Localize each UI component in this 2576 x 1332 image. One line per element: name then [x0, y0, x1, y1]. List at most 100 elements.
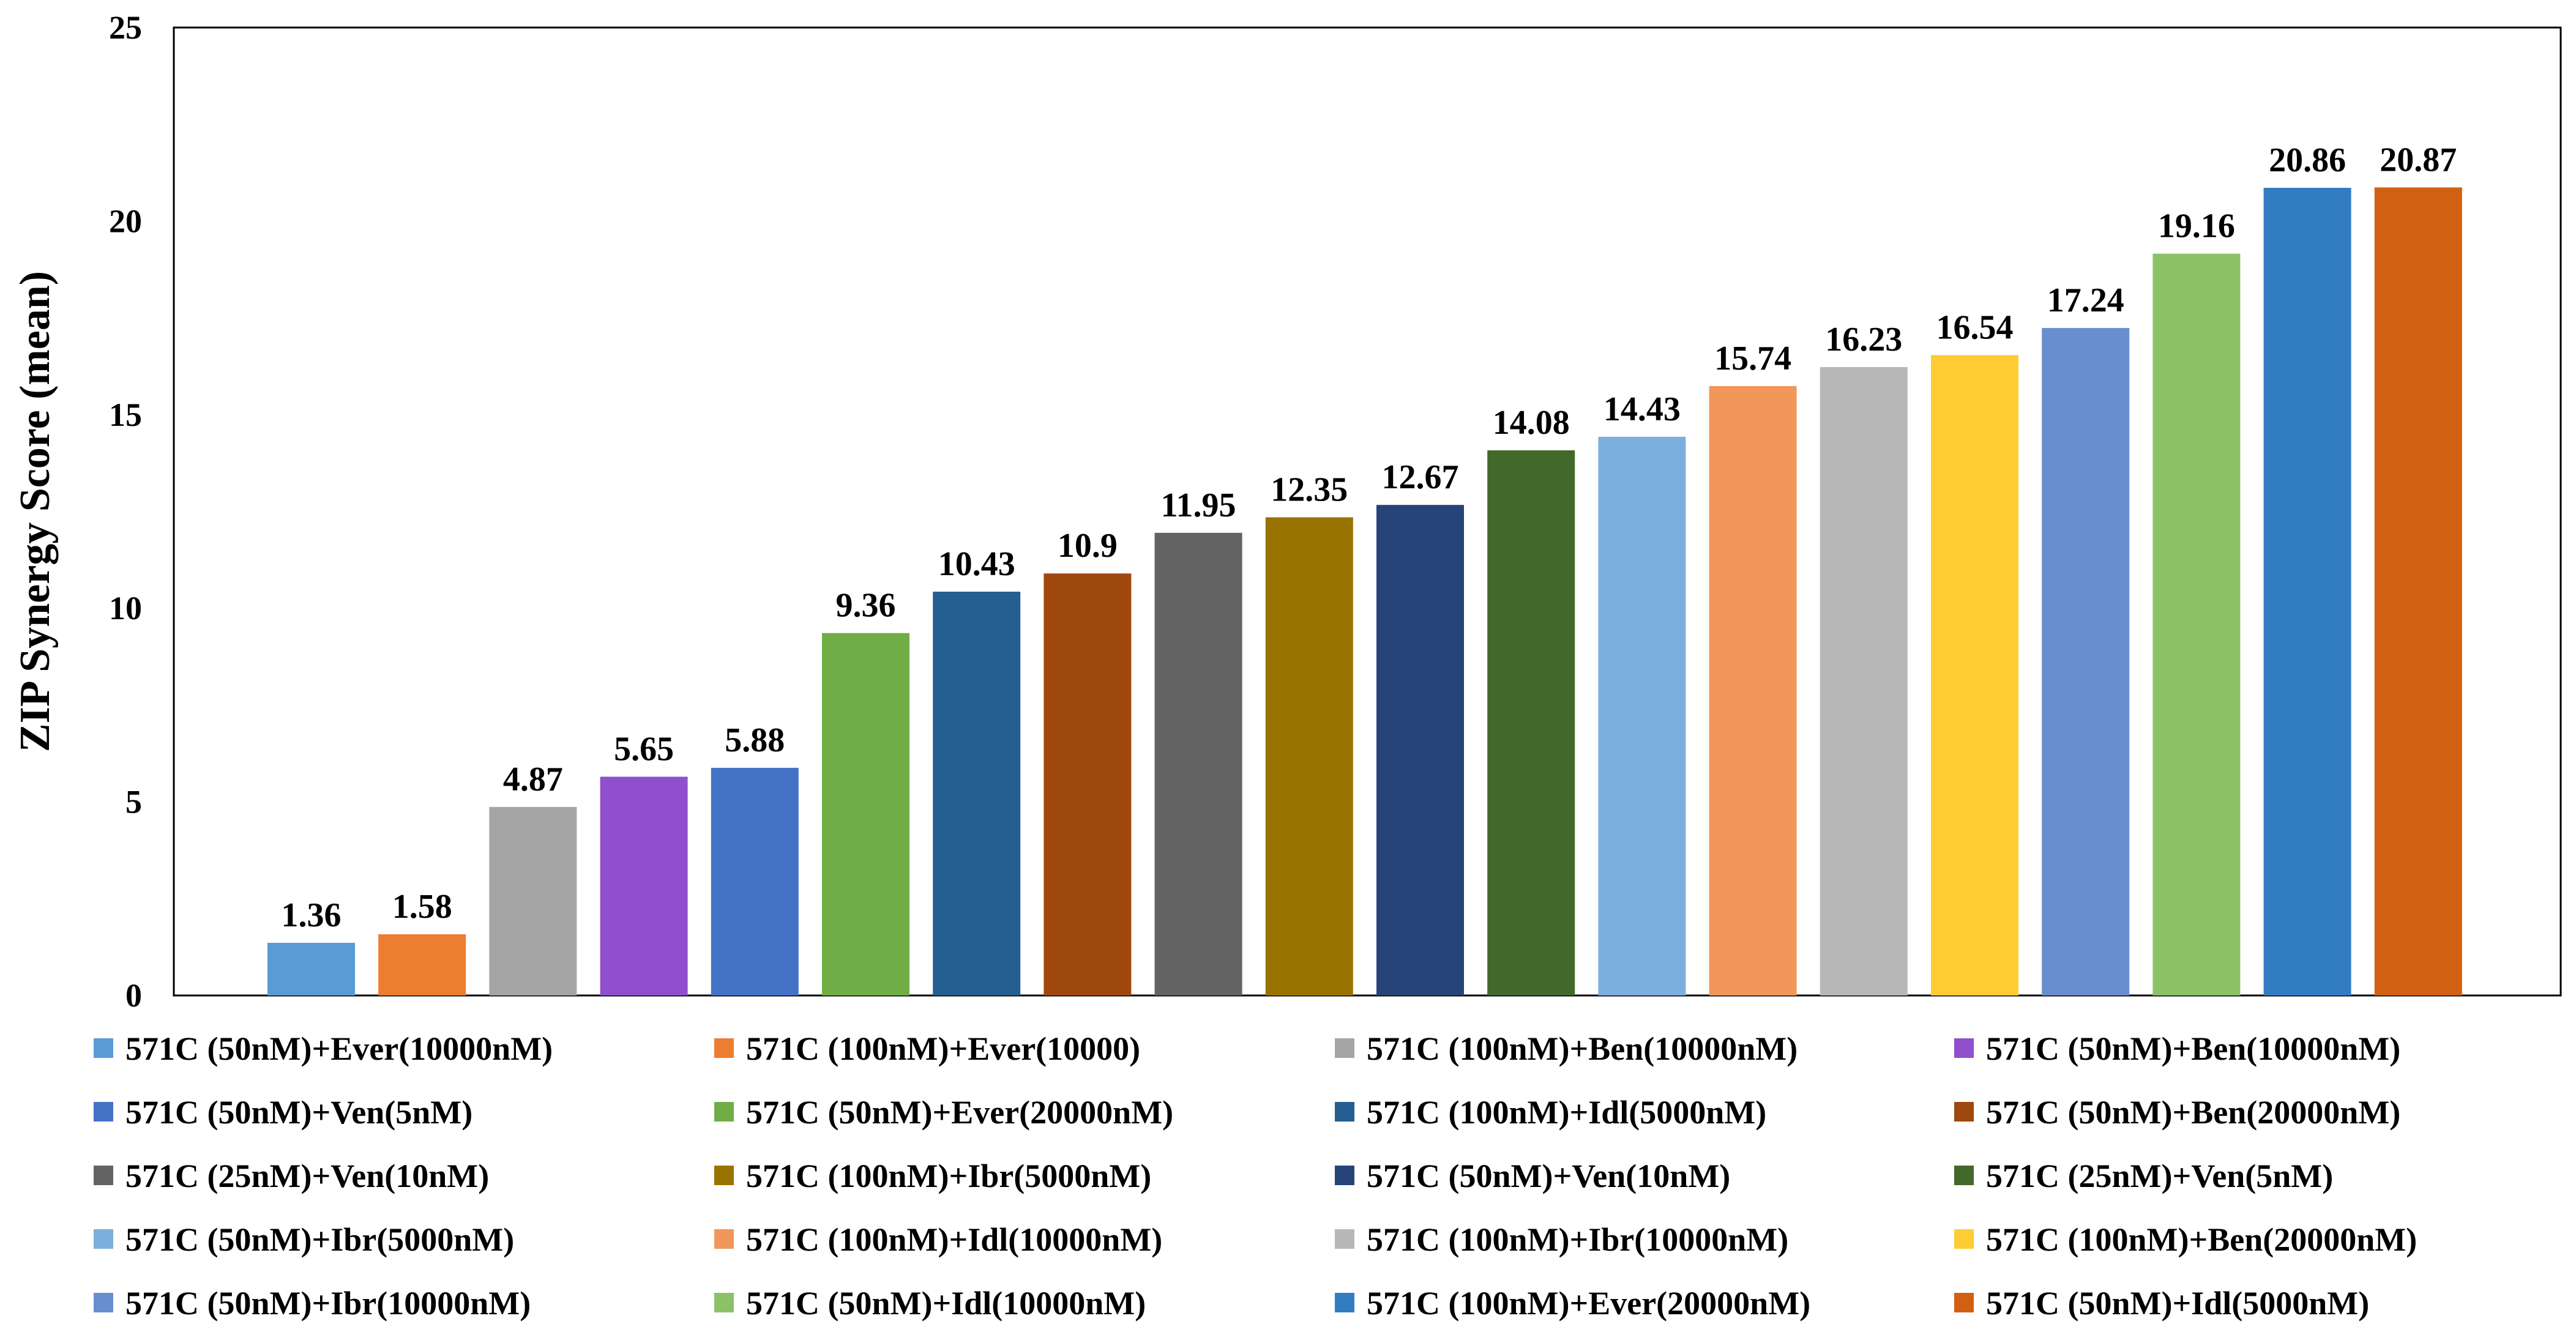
data-label: 16.54: [1936, 308, 2014, 346]
bar: [822, 633, 909, 995]
legend-entry: 571C (50nM)+Ever(20000nM): [714, 1094, 1173, 1131]
bar: [600, 776, 688, 995]
legend-swatch: [1954, 1229, 1974, 1249]
legend-swatch: [714, 1293, 734, 1312]
legend-label: 571C (50nM)+Ever(10000nM): [125, 1030, 553, 1067]
y-tick-label: 5: [125, 784, 142, 820]
bar: [2152, 253, 2241, 996]
legend-label: 571C (50nM)+Ben(10000nM): [1986, 1030, 2400, 1067]
legend-label: 571C (100nM)+Ibr(10000nM): [1367, 1221, 1788, 1258]
legend-label: 571C (50nM)+Ven(10nM): [1367, 1158, 1730, 1194]
data-label: 10.9: [1058, 527, 1118, 565]
legend-label: 571C (50nM)+Idl(10000nM): [746, 1285, 1146, 1322]
data-label: 19.16: [2158, 207, 2235, 245]
data-label: 10.43: [938, 545, 1015, 583]
legend-label: 571C (100nM)+Idl(10000nM): [746, 1221, 1162, 1258]
bar: [1154, 532, 1242, 995]
legend-entry: 571C (100nM)+Ben(10000nM): [1335, 1030, 1798, 1067]
legend-swatch: [1954, 1166, 1974, 1185]
legend-label: 571C (100nM)+Ever(10000): [746, 1030, 1140, 1067]
data-label: 5.65: [614, 730, 674, 768]
legend: 571C (50nM)+Ever(10000nM) 571C (100nM)+Ev…: [94, 1030, 2417, 1322]
legend-entry: 571C (100nM)+Ever(20000nM): [1335, 1285, 1810, 1322]
bar: [378, 934, 466, 995]
bar: [933, 591, 1021, 995]
data-label: 12.67: [1382, 458, 1459, 496]
bar: [1265, 517, 1353, 995]
bar: [267, 942, 355, 995]
legend-swatch: [1954, 1038, 1974, 1058]
legend-entry: 571C (100nM)+Ibr(10000nM): [1335, 1221, 1788, 1258]
data-label: 1.36: [282, 896, 342, 934]
bar: [711, 767, 799, 995]
bar: [1709, 385, 1797, 995]
data-label: 12.35: [1271, 471, 1348, 508]
legend-swatch: [1335, 1038, 1354, 1058]
bar: [1820, 366, 1908, 995]
legend-entry: 571C (50nM)+Idl(5000nM): [1954, 1285, 2369, 1322]
data-label: 16.23: [1825, 321, 1902, 359]
legend-entry: 571C (100nM)+Idl(5000nM): [1335, 1094, 1766, 1131]
data-label: 15.74: [1714, 340, 1791, 378]
data-label: 4.87: [503, 761, 563, 798]
legend-swatch: [94, 1293, 113, 1312]
legend-entry: 571C (100nM)+Ben(20000nM): [1954, 1221, 2417, 1258]
legend-label: 571C (50nM)+Ibr(5000nM): [125, 1221, 514, 1258]
bar-series: [267, 187, 2462, 996]
bar: [489, 806, 577, 995]
bar: [1598, 436, 1686, 995]
legend-swatch: [94, 1229, 113, 1249]
legend-swatch: [94, 1166, 113, 1185]
bar: [1487, 450, 1575, 995]
legend-entry: 571C (100nM)+Idl(10000nM): [714, 1221, 1162, 1258]
legend-entry: 571C (50nM)+Ven(10nM): [1335, 1158, 1730, 1194]
legend-entry: 571C (100nM)+Ever(10000): [714, 1030, 1140, 1067]
data-label: 9.36: [836, 587, 896, 625]
legend-swatch: [1954, 1293, 1974, 1312]
y-axis-ticks: 0 5 10 15 20 25: [109, 9, 142, 1014]
legend-swatch: [1335, 1166, 1354, 1185]
legend-swatch: [714, 1038, 734, 1058]
bar: [1376, 505, 1464, 995]
bar: [1931, 355, 2018, 995]
legend-label: 571C (100nM)+Ben(20000nM): [1986, 1221, 2417, 1258]
legend-entry: 571C (50nM)+Ibr(10000nM): [94, 1285, 531, 1322]
legend-label: 571C (50nM)+Ben(20000nM): [1986, 1094, 2400, 1131]
data-label: 17.24: [2047, 281, 2124, 319]
plot-area-frame: [173, 26, 2562, 997]
legend-entry: 571C (100nM)+Ibr(5000nM): [714, 1158, 1151, 1194]
legend-swatch: [94, 1038, 113, 1058]
legend-swatch: [1954, 1102, 1974, 1122]
data-label: 20.87: [2380, 141, 2457, 179]
legend-label: 571C (100nM)+Idl(5000nM): [1367, 1094, 1766, 1131]
y-tick-label: 25: [109, 9, 142, 46]
legend-entry: 571C (50nM)+Ever(10000nM): [94, 1030, 553, 1067]
legend-swatch: [714, 1229, 734, 1249]
legend-swatch: [94, 1102, 113, 1122]
legend-entry: 571C (50nM)+Ben(10000nM): [1954, 1030, 2400, 1067]
legend-swatch: [714, 1102, 734, 1122]
data-label: 11.95: [1161, 486, 1236, 524]
y-tick-label: 20: [109, 203, 142, 239]
bar: [2374, 187, 2462, 995]
y-tick-label: 10: [109, 590, 142, 627]
data-label: 5.88: [725, 721, 785, 759]
legend-swatch: [1335, 1293, 1354, 1312]
bar: [2263, 187, 2351, 995]
legend-entry: 571C (50nM)+Ben(20000nM): [1954, 1094, 2400, 1131]
legend-swatch: [1335, 1229, 1354, 1249]
legend-label: 571C (25nM)+Ven(10nM): [125, 1158, 489, 1194]
data-label: 20.86: [2269, 141, 2346, 179]
bar: [1043, 573, 1132, 995]
y-tick-label: 15: [109, 396, 142, 433]
legend-entry: 571C (25nM)+Ven(5nM): [1954, 1158, 2333, 1194]
legend-label: 571C (50nM)+Ven(5nM): [125, 1094, 472, 1131]
legend-label: 571C (100nM)+Ever(20000nM): [1367, 1285, 1810, 1322]
legend-swatch: [1335, 1102, 1354, 1122]
legend-swatch: [714, 1166, 734, 1185]
legend-entry: 571C (50nM)+Ibr(5000nM): [94, 1221, 514, 1258]
legend-label: 571C (50nM)+Ibr(10000nM): [125, 1285, 531, 1322]
legend-label: 571C (25nM)+Ven(5nM): [1986, 1158, 2333, 1194]
legend-label: 571C (50nM)+Idl(5000nM): [1986, 1285, 2369, 1322]
